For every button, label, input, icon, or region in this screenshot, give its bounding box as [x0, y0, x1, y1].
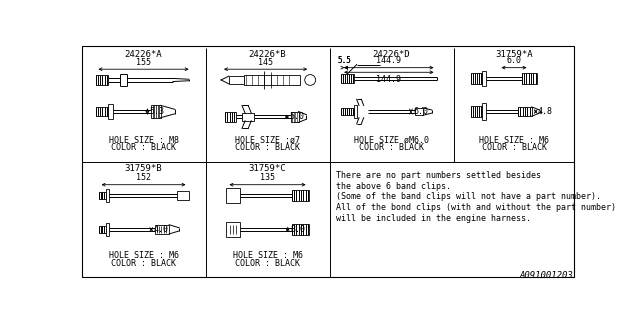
- Text: 152: 152: [136, 173, 151, 182]
- Text: 4.8: 4.8: [538, 107, 553, 116]
- Text: 144.9: 144.9: [376, 75, 401, 84]
- Bar: [227, 222, 241, 237]
- Text: 31759*B: 31759*B: [125, 164, 163, 173]
- Text: (Some of the band clips will not have a part number).: (Some of the band clips will not have a …: [336, 192, 601, 201]
- Bar: [106, 189, 109, 202]
- Text: 4.0: 4.0: [154, 225, 168, 234]
- Text: COLOR : BLACK: COLOR : BLACK: [111, 143, 176, 152]
- Text: All of the bond clips (with and without the part number): All of the bond clips (with and without …: [336, 203, 616, 212]
- Text: 8.0: 8.0: [290, 225, 305, 234]
- Bar: [353, 105, 358, 118]
- Text: 145: 145: [258, 58, 273, 67]
- Bar: [99, 192, 106, 199]
- Text: the above 6 band clips.: the above 6 band clips.: [336, 182, 451, 191]
- Text: There are no part numbers settled besides: There are no part numbers settled beside…: [336, 171, 541, 180]
- Text: 144.9: 144.9: [376, 56, 401, 65]
- Bar: [99, 226, 106, 233]
- Bar: [227, 188, 241, 203]
- Text: 31759*C: 31759*C: [249, 164, 286, 173]
- Bar: [244, 75, 300, 85]
- Bar: [177, 191, 189, 200]
- Bar: [225, 112, 236, 122]
- Bar: [291, 112, 298, 122]
- Bar: [106, 223, 109, 236]
- Text: 5.3: 5.3: [150, 107, 164, 116]
- Text: HOLE SIZE :ø7: HOLE SIZE :ø7: [235, 136, 300, 145]
- Bar: [482, 103, 486, 120]
- Text: A091001203: A091001203: [519, 271, 573, 280]
- Text: COLOR : BLACK: COLOR : BLACK: [235, 259, 300, 268]
- Bar: [482, 71, 486, 86]
- Text: will be included in the engine harness.: will be included in the engine harness.: [336, 214, 531, 223]
- Text: 24226*D: 24226*D: [372, 50, 410, 59]
- Bar: [472, 73, 482, 84]
- Text: 5.0: 5.0: [289, 112, 304, 121]
- Bar: [472, 106, 482, 117]
- Bar: [155, 225, 169, 234]
- Text: COLOR : BLACK: COLOR : BLACK: [481, 143, 547, 152]
- Text: HOLE SIZE : M6: HOLE SIZE : M6: [232, 251, 303, 260]
- Text: HOLE SIZE øM6.0: HOLE SIZE øM6.0: [354, 136, 429, 145]
- Text: 24226*A: 24226*A: [125, 50, 163, 59]
- Bar: [108, 104, 113, 119]
- Text: 6.0: 6.0: [506, 56, 522, 65]
- Bar: [229, 76, 244, 84]
- Text: 5.5: 5.5: [337, 56, 351, 65]
- Bar: [341, 108, 353, 116]
- Text: 5.5: 5.5: [337, 56, 351, 65]
- Bar: [341, 74, 353, 83]
- Bar: [518, 107, 532, 116]
- Text: HOLE SIZE : M8: HOLE SIZE : M8: [109, 136, 179, 145]
- Text: COLOR : BLACK: COLOR : BLACK: [111, 259, 176, 268]
- Bar: [522, 73, 537, 84]
- Text: 135: 135: [260, 173, 275, 182]
- Text: 24226*B: 24226*B: [249, 50, 286, 59]
- Bar: [242, 113, 254, 121]
- Text: HOLE SIZE : M6: HOLE SIZE : M6: [109, 251, 179, 260]
- Text: 6.0: 6.0: [413, 107, 428, 116]
- Bar: [292, 190, 308, 201]
- Bar: [415, 108, 422, 116]
- Bar: [151, 105, 161, 118]
- Text: HOLE SIZE : M6: HOLE SIZE : M6: [479, 136, 549, 145]
- Bar: [292, 224, 308, 235]
- Text: 155: 155: [136, 58, 151, 67]
- Bar: [95, 107, 108, 116]
- Text: 31759*A: 31759*A: [495, 50, 533, 59]
- Text: COLOR : BLACK: COLOR : BLACK: [235, 143, 300, 152]
- Bar: [95, 75, 108, 85]
- Text: COLOR : BLACK: COLOR : BLACK: [359, 143, 424, 152]
